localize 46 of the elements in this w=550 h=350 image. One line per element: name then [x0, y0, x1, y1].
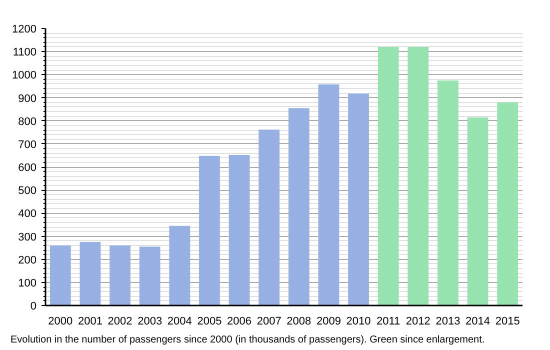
x-tick-label: 2008 [286, 316, 312, 328]
x-tick-label: 2005 [197, 316, 222, 328]
bar [80, 242, 101, 306]
x-tick-label: 2006 [227, 316, 252, 328]
x-tick-label: 2002 [108, 316, 132, 328]
y-tick-label: 400 [18, 208, 37, 220]
y-tick-label: 200 [18, 254, 37, 266]
bar [199, 156, 220, 306]
x-tick-label: 2007 [256, 316, 282, 328]
text: Evolution in the number of passengers since 2000 (in thousands of passengers). Green since enlargement. [10, 334, 485, 346]
bar [110, 245, 130, 306]
x-tick-label: 2004 [167, 316, 192, 328]
y-tick-label: 1100 [12, 46, 36, 59]
x-tick-label: 2000 [48, 316, 73, 328]
x-tick-label: 2010 [346, 316, 371, 328]
y-tick-label: 1000 [12, 70, 37, 82]
bar [139, 246, 160, 306]
y-tick-label: 900 [18, 92, 37, 105]
y-tick-label: 100 [18, 277, 37, 290]
bar [50, 245, 71, 306]
y-tick-label: 600 [18, 162, 37, 174]
bar [467, 117, 488, 306]
bar [408, 46, 429, 306]
bar [497, 102, 518, 306]
y-tick-label: 1200 [12, 24, 37, 36]
y-tick-label: 300 [18, 231, 37, 244]
y-tick-label: 700 [18, 138, 37, 151]
y-tick-label: 800 [18, 116, 37, 128]
bar [348, 94, 369, 306]
x-tick-label: 2012 [406, 316, 430, 328]
bar [258, 130, 280, 306]
bar [228, 154, 250, 306]
bar [438, 80, 458, 306]
bar [378, 46, 399, 306]
x-tick-label: 2009 [316, 316, 341, 328]
x-tick-label: 2014 [466, 316, 490, 328]
x-tick-label: 2003 [138, 316, 162, 328]
bar [169, 226, 190, 306]
x-tick-label: 2013 [436, 316, 460, 328]
x-tick-label: 2001 [78, 316, 102, 328]
x-tick-label: 2011 [376, 316, 400, 328]
y-tick-label: 0 [30, 300, 37, 312]
bar [288, 108, 310, 306]
y-tick-label: 500 [18, 185, 37, 198]
bar [318, 84, 340, 306]
x-tick-label: 2015 [495, 316, 520, 328]
